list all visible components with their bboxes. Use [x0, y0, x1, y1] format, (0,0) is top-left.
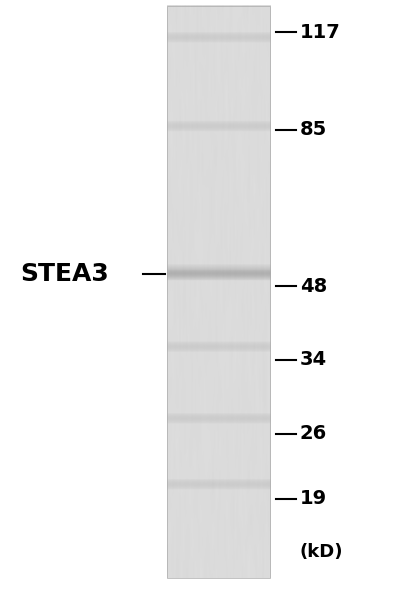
Bar [167, 6, 270, 578]
Text: 85: 85 [300, 120, 327, 139]
Text: 48: 48 [300, 277, 327, 296]
Text: 117: 117 [300, 23, 341, 42]
Text: STEA3: STEA3 [20, 263, 109, 286]
Text: (kD): (kD) [300, 543, 343, 560]
Text: 26: 26 [300, 424, 327, 443]
Text: 34: 34 [300, 350, 327, 369]
Text: 19: 19 [300, 489, 327, 508]
